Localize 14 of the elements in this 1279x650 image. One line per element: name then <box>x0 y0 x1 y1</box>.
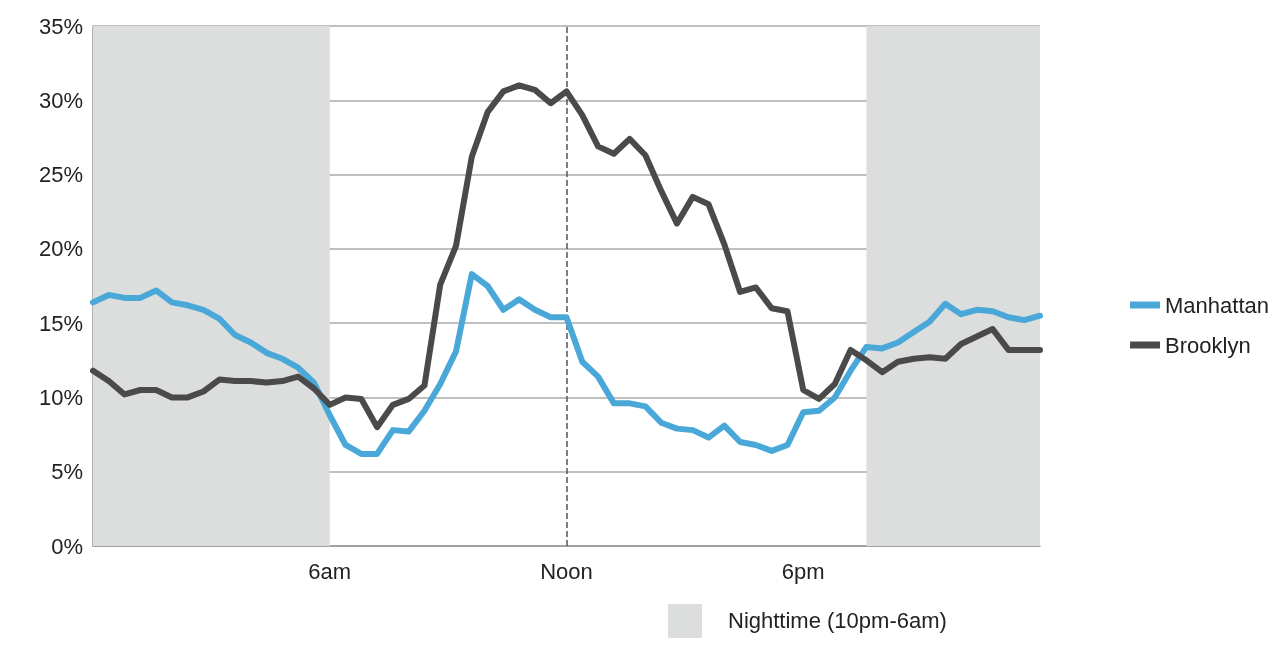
y-tick-label: 20% <box>38 236 83 262</box>
y-tick-label: 0% <box>51 533 83 559</box>
y-tick-label: 30% <box>38 87 83 113</box>
x-tick-label: 6am <box>308 558 352 584</box>
y-tick-label: 5% <box>51 459 83 485</box>
y-tick-label: 35% <box>38 13 83 39</box>
legend-label: Brooklyn <box>1165 332 1251 358</box>
x-tick-label: 6pm <box>781 558 825 584</box>
x-tick-label: Noon <box>540 558 593 584</box>
y-tick-label: 15% <box>38 310 83 336</box>
y-tick-label: 10% <box>38 384 83 410</box>
y-tick-label: 25% <box>38 162 83 188</box>
legend-label: Manhattan <box>1165 292 1270 318</box>
text: Nighttime (10pm-6am) <box>728 608 947 634</box>
